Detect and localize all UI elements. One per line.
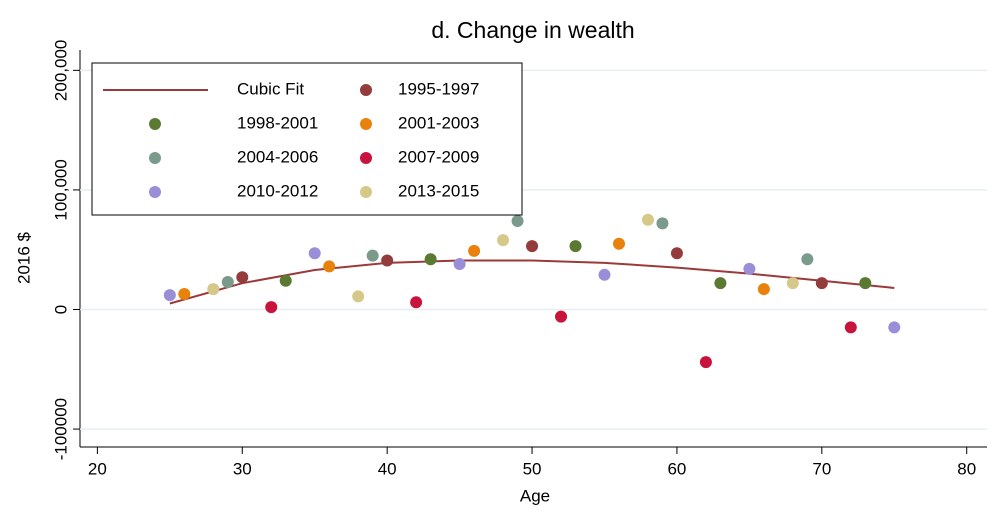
point [801,253,814,266]
point [786,277,799,290]
point [366,249,379,262]
point [859,277,872,290]
point [598,268,611,281]
x-tick-label: 70 [812,459,831,478]
point [656,217,669,230]
legend-marker [360,118,372,130]
legend-label: 2013-2015 [398,181,479,200]
fit-line [169,259,895,305]
point [555,310,568,323]
point [279,274,292,287]
point [308,247,321,260]
y-tick-label: 200,000 [51,40,70,101]
x-tick-label: 50 [523,459,542,478]
x-tick-label: 20 [88,459,107,478]
point [714,277,727,290]
legend-marker [149,152,161,164]
legend-label: 1995-1997 [398,79,479,98]
point [497,234,510,247]
point [743,262,756,275]
point [699,356,712,369]
point [526,240,539,253]
legend-label: 1998-2001 [237,113,318,132]
y-tick-label: 0 [51,305,70,314]
x-tick-label: 60 [667,459,686,478]
point [265,301,278,314]
x-axis-title: Age [520,486,550,505]
point [381,254,394,267]
point [468,244,481,257]
point [670,247,683,260]
x-tick-label: 40 [378,459,397,478]
point [641,213,654,226]
y-tick-label: -100000 [51,398,70,460]
legend-label: 2001-2003 [398,113,479,132]
point [352,290,365,303]
legend-box [91,62,523,216]
point [757,283,770,296]
point [323,260,336,273]
point [511,214,524,227]
legend-label: Cubic Fit [237,79,304,98]
legend-label: 2010-2012 [237,181,318,200]
legend-label: 2007-2009 [398,147,479,166]
point [410,296,423,309]
point [424,253,437,266]
legend-label: 2004-2006 [237,147,318,166]
chart-title: d. Change in wealth [431,17,634,43]
legend-marker [360,84,372,96]
point [569,240,582,253]
y-tick-label: 100,000 [51,159,70,220]
x-tick-label: 80 [957,459,976,478]
y-axis-title: 2016 $ [14,231,33,284]
legend-marker [360,152,372,164]
x-tick-label: 30 [233,459,252,478]
point [888,321,901,334]
point [163,289,176,302]
point [236,271,249,284]
point [815,277,828,290]
legend-marker [360,186,372,198]
point [221,275,234,288]
point [207,283,220,296]
point [844,321,857,334]
legend-marker [149,118,161,130]
point [178,287,191,300]
point [453,258,466,271]
legend-marker [149,186,161,198]
point [612,237,625,250]
